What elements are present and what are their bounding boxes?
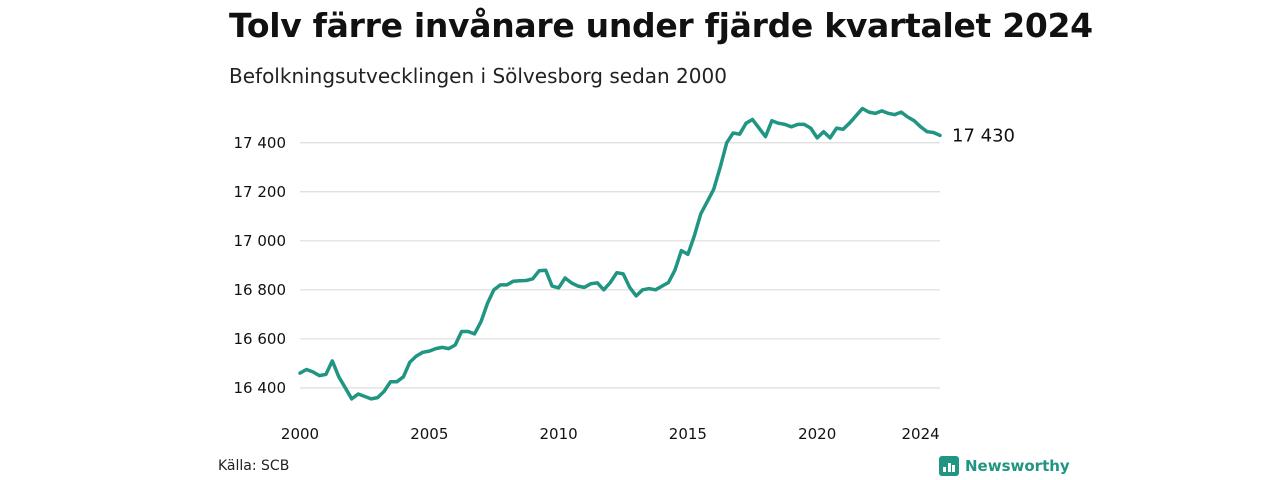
x-tick-label: 2020	[798, 425, 836, 443]
y-tick-label: 16 600	[234, 330, 287, 348]
newsworthy-logo-icon	[939, 456, 959, 476]
x-axis: 2000 2005 2010 2015 2020 2024	[281, 425, 940, 443]
y-axis: 16 400 16 600 16 800 17 000 17 200 17 400	[234, 134, 287, 397]
x-tick-label: 2024	[902, 425, 940, 443]
y-tick-label: 16 800	[234, 281, 287, 299]
chart-title: Tolv färre invånare under fjärde kvartal…	[229, 6, 1093, 45]
source-note: Källa: SCB	[218, 458, 290, 474]
y-tick-label: 17 400	[234, 134, 287, 152]
brand-logo[interactable]: Newsworthy	[939, 456, 1070, 476]
y-tick-label: 16 400	[234, 379, 287, 397]
y-tick-label: 17 200	[234, 183, 287, 201]
end-value-label: 17 430	[952, 125, 1015, 146]
x-tick-label: 2000	[281, 425, 319, 443]
series-line	[298, 106, 942, 401]
y-tick-label: 17 000	[234, 232, 287, 250]
gridlines	[300, 142, 940, 389]
x-tick-label: 2005	[410, 425, 448, 443]
brand-name: Newsworthy	[965, 457, 1070, 475]
x-tick-label: 2010	[539, 425, 577, 443]
x-tick-label: 2015	[669, 425, 707, 443]
chart-subtitle: Befolkningsutvecklingen i Sölvesborg sed…	[229, 64, 727, 88]
